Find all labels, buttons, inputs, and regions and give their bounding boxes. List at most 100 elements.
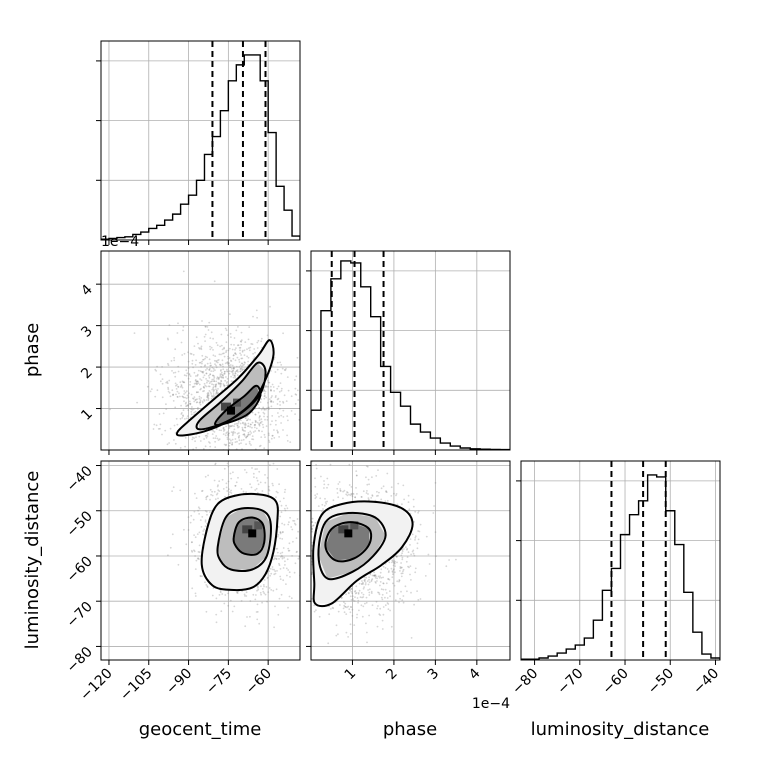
sample-point	[246, 419, 249, 422]
sample-point	[237, 422, 239, 425]
sample-point	[248, 347, 250, 350]
sample-point	[241, 369, 244, 372]
sample-point	[391, 561, 393, 564]
sample-point	[216, 428, 218, 430]
sample-point	[379, 607, 382, 610]
sample-point	[256, 611, 259, 613]
sample-point	[190, 413, 193, 416]
sample-point	[367, 497, 370, 499]
sample-point	[133, 332, 136, 334]
sample-point	[350, 590, 353, 593]
sample-point	[279, 475, 281, 477]
sample-point	[235, 422, 238, 425]
sample-point	[361, 440, 363, 442]
sample-point	[195, 381, 198, 383]
sample-point	[285, 400, 288, 402]
sample-point	[361, 580, 363, 582]
sample-point	[225, 432, 228, 434]
sample-point	[294, 393, 297, 396]
sample-point	[377, 494, 379, 497]
sample-point	[281, 557, 284, 560]
sample-point	[199, 370, 202, 373]
sample-point	[196, 380, 199, 383]
sample-point	[194, 379, 197, 382]
sample-point	[210, 331, 213, 334]
sample-point	[230, 425, 232, 428]
sample-point	[339, 488, 342, 490]
sample-point	[216, 389, 218, 392]
density-level-1	[177, 340, 274, 436]
sample-point	[217, 392, 220, 394]
sample-point	[413, 521, 415, 523]
sample-point	[260, 337, 263, 340]
sample-point	[283, 556, 286, 559]
sample-point	[256, 603, 259, 606]
sample-point	[174, 375, 177, 378]
sample-point	[351, 615, 354, 617]
sample-point	[210, 346, 213, 349]
sample-point	[262, 411, 265, 414]
sample-point	[212, 430, 215, 432]
sample-point	[378, 593, 381, 596]
sample-point	[348, 484, 351, 486]
sample-point	[258, 415, 261, 418]
sample-point	[202, 385, 205, 388]
sample-point	[221, 348, 224, 351]
sample-point	[248, 349, 251, 352]
sample-point	[388, 561, 391, 564]
sample-point	[425, 535, 428, 538]
sample-point	[400, 572, 403, 575]
sample-point	[228, 372, 231, 375]
sample-point	[314, 521, 317, 524]
sample-point	[267, 379, 269, 382]
sample-point	[283, 523, 286, 526]
sample-point	[289, 516, 291, 519]
sample-point	[249, 346, 252, 349]
sample-point	[256, 479, 259, 482]
sample-point	[195, 382, 197, 385]
sample-point	[193, 385, 196, 388]
sample-point	[234, 352, 237, 355]
sample-point	[173, 439, 175, 441]
grid-2d-geocent-time-phase	[101, 251, 300, 450]
sample-point	[190, 410, 193, 413]
sample-point	[180, 413, 183, 415]
sample-point	[227, 362, 230, 364]
sample-point	[282, 400, 284, 403]
sample-point	[279, 404, 281, 406]
sample-point	[302, 488, 304, 490]
sample-point	[208, 376, 211, 379]
sample-point	[233, 425, 236, 428]
sample-point	[401, 556, 404, 559]
sample-point	[325, 502, 327, 505]
sample-point	[240, 340, 243, 343]
sample-point	[241, 362, 244, 365]
sample-point	[186, 372, 189, 375]
histogram-luminosity-distance	[521, 461, 720, 660]
sample-point	[223, 372, 226, 375]
sample-point	[223, 443, 226, 446]
sample-point	[240, 419, 242, 421]
sample-point	[419, 598, 422, 600]
sample-point	[278, 408, 281, 410]
sample-point	[231, 443, 234, 446]
sample-point	[222, 376, 225, 378]
sample-point	[233, 337, 236, 339]
sample-point	[205, 584, 208, 586]
sample-point	[295, 394, 298, 396]
sample-point	[182, 415, 185, 417]
sample-point	[182, 381, 185, 383]
sample-point	[191, 359, 194, 362]
sample-point	[253, 476, 255, 478]
sample-point	[255, 611, 258, 613]
sample-point	[386, 597, 389, 599]
sample-point	[245, 417, 247, 419]
sample-point	[162, 412, 165, 415]
sample-point	[180, 341, 183, 344]
sample-point	[284, 536, 286, 538]
sample-point	[214, 437, 217, 439]
sample-point	[324, 407, 326, 409]
sample-point	[226, 381, 229, 383]
sample-point	[209, 391, 212, 394]
sample-point	[211, 456, 213, 458]
